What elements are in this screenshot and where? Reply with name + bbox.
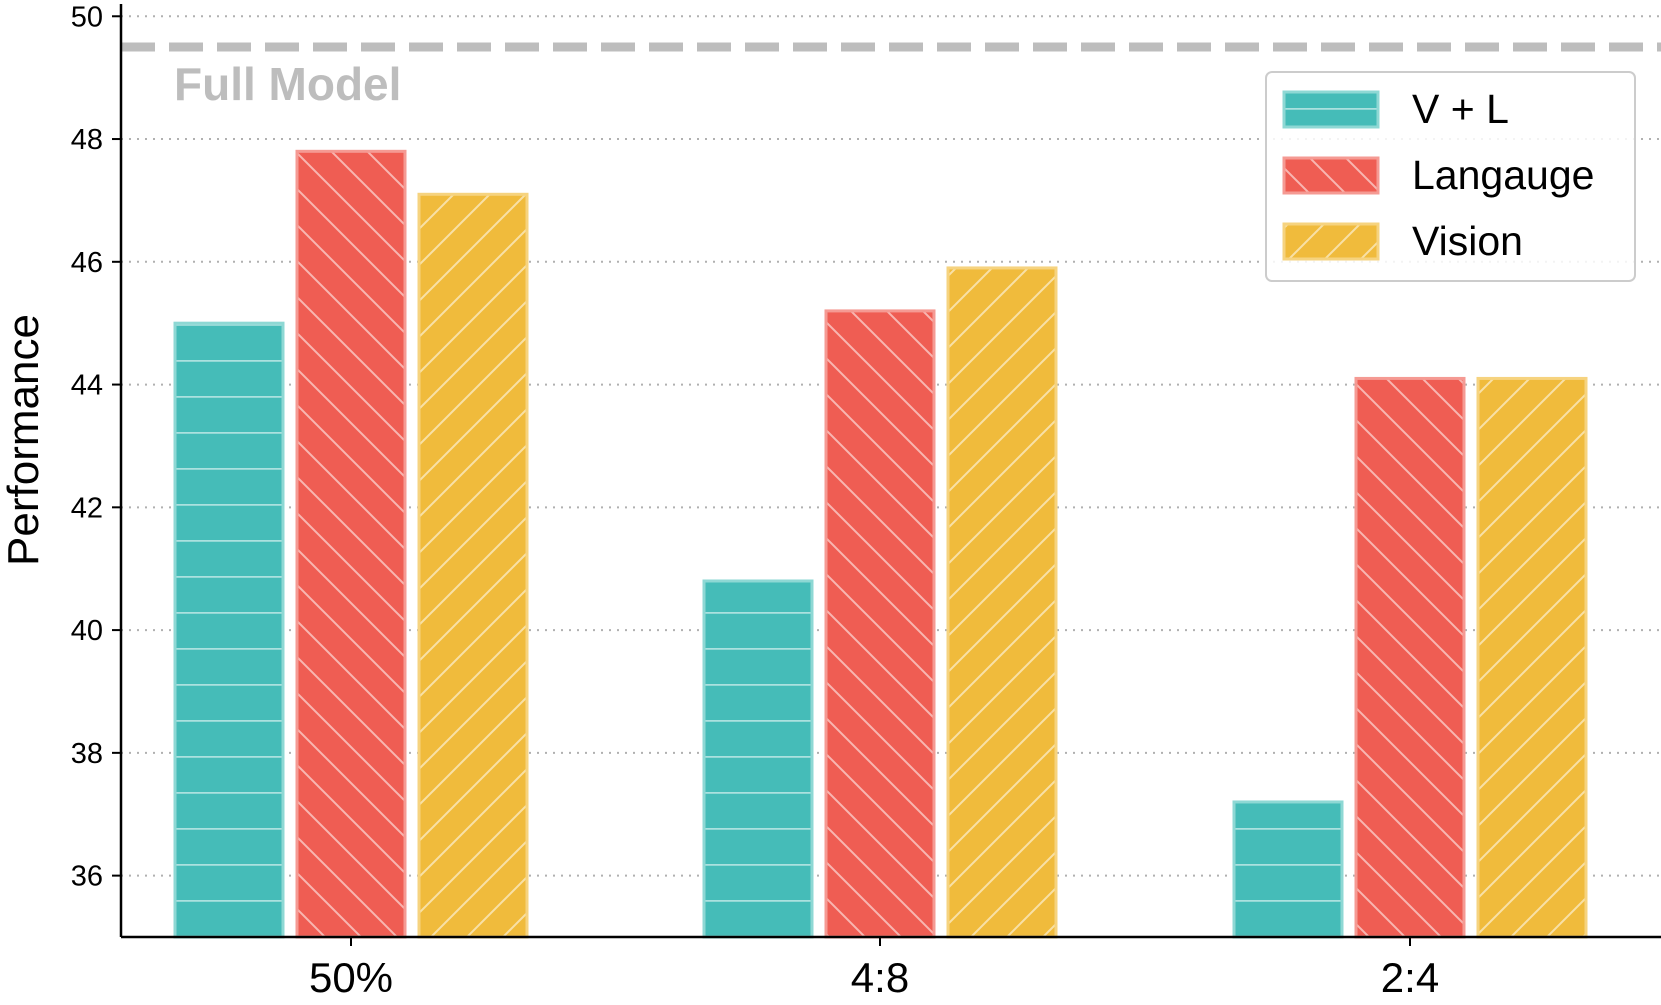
y-tick-label: 36	[71, 861, 103, 893]
legend-label: Langauge	[1412, 152, 1594, 198]
legend-swatch	[1282, 90, 1380, 129]
bar	[1354, 376, 1466, 939]
bar	[1232, 800, 1344, 939]
bar	[417, 192, 529, 939]
bar	[702, 579, 814, 939]
legend-swatch	[1282, 222, 1380, 261]
y-tick-label: 46	[71, 247, 103, 279]
x-tick-label: 50%	[309, 954, 393, 1001]
legend-swatch	[1282, 156, 1380, 195]
legend-label: Vision	[1412, 218, 1523, 264]
x-tick-label: 2:4	[1381, 954, 1439, 1001]
bar	[295, 149, 407, 939]
y-tick-label: 44	[71, 370, 103, 402]
y-tick-label: 38	[71, 738, 103, 770]
bar	[946, 266, 1058, 939]
reference-line-label: Full Model	[174, 58, 401, 110]
reference-line-group: Full Model	[121, 42, 1661, 110]
bars-group	[173, 149, 1588, 939]
legend-label: V + L	[1412, 86, 1509, 132]
bar	[1476, 376, 1588, 939]
bar	[824, 309, 936, 939]
y-tick-label: 42	[71, 492, 103, 524]
bar	[173, 321, 285, 939]
y-ticks-group: 36 38 40 42 44 46 48 50	[71, 1, 121, 893]
x-ticks-group: 50% 4:8 2:4	[309, 937, 1439, 1001]
legend: V + L Langauge Vision	[1265, 71, 1636, 282]
x-tick-label: 4:8	[851, 954, 909, 1001]
y-axis-label: Performance	[0, 314, 48, 566]
y-tick-label: 50	[71, 1, 103, 33]
axes-group	[119, 4, 1661, 939]
y-tick-label: 48	[71, 124, 103, 156]
y-tick-label: 40	[71, 615, 103, 647]
